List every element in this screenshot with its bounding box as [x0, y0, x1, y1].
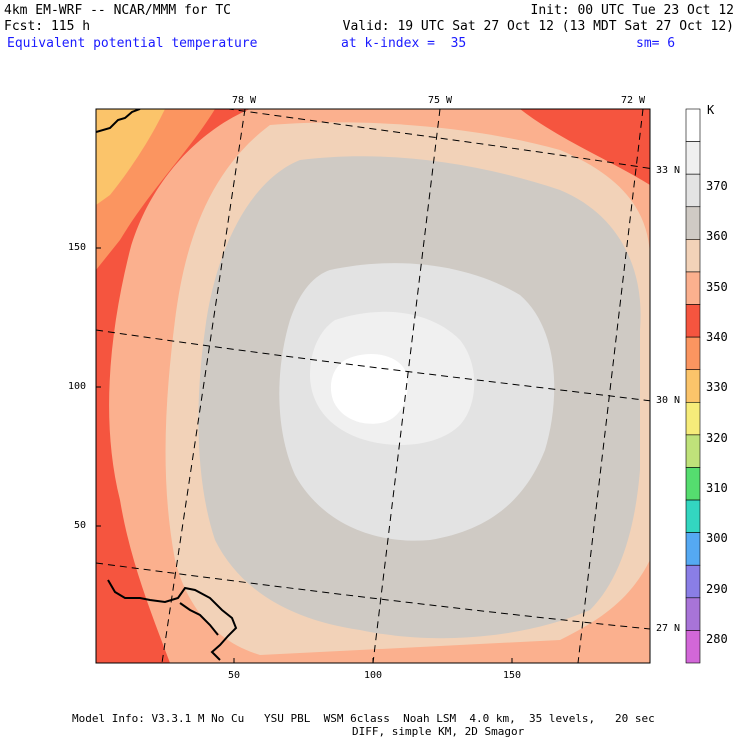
colorbar-label-310: 310: [706, 481, 728, 495]
colorbar-label-290: 290: [706, 582, 728, 596]
field-name: Equivalent potential temperature: [7, 36, 258, 51]
colorbar-box: [685, 630, 701, 664]
colorbar-box: [685, 369, 701, 403]
colorbar-box: [685, 564, 701, 599]
colorbar-box: [685, 499, 701, 533]
colorbar-box: [685, 467, 701, 501]
lat-label-33n: 33 N: [656, 165, 681, 176]
lon-label-72w: 72 W: [621, 95, 646, 106]
colorbar-label-280: 280: [706, 632, 728, 646]
forecast-hour: Fcst: 115 h: [4, 19, 91, 34]
colorbar-box: [685, 239, 701, 273]
y-tick-50: 50: [74, 520, 87, 531]
coastline-sw: [107, 579, 238, 661]
colorbar-unit: K: [707, 103, 715, 117]
meridian-72w: [577, 109, 644, 663]
lon-label-78w: 78 W: [232, 95, 257, 106]
meridian-78w: [161, 109, 246, 663]
y-tick-150: 150: [68, 242, 87, 253]
coastline-sw2: [179, 602, 219, 636]
colorbar-box: [685, 173, 701, 208]
model-info: Model Info: V3.3.1 M No Cu YSU PBL WSM 6…: [72, 712, 655, 725]
colorbar-box: [685, 304, 701, 338]
colorbar-label-370: 370: [706, 179, 728, 193]
colorbar-box: [685, 597, 701, 631]
colorbar-label-350: 350: [706, 280, 728, 294]
x-tick-50: 50: [228, 670, 241, 681]
lat-label-27n: 27 N: [656, 623, 681, 634]
colorbar-box: [685, 141, 701, 175]
valid-time: Valid: 19 UTC Sat 27 Oct 12 (13 MDT Sat …: [342, 19, 734, 34]
colorbar-label-330: 330: [706, 380, 728, 394]
level-info: at k-index = 35: [341, 36, 467, 51]
parallel-30n: [96, 329, 650, 402]
x-tick-100: 100: [364, 670, 383, 681]
colorbar-box: [685, 532, 701, 566]
field-eye: [330, 354, 408, 424]
colorbar-box: [685, 434, 701, 468]
y-tick-100: 100: [68, 381, 87, 392]
colorbar-label-320: 320: [706, 431, 728, 445]
lat-label-30n: 30 N: [656, 395, 681, 406]
init-time: Init: 00 UTC Tue 23 Oct 12: [530, 3, 735, 18]
colorbar-box: [685, 271, 701, 305]
smoothing-info: sm= 6: [636, 36, 676, 51]
coastline-nw: [96, 109, 141, 133]
field-340-ne: [520, 109, 650, 185]
field-320: [96, 109, 165, 205]
colorbar-box: [685, 336, 701, 371]
parallel-33n: [225, 109, 650, 169]
x-tick-150: 150: [503, 670, 522, 681]
colorbar-label-360: 360: [706, 229, 728, 243]
colorbar-label-340: 340: [706, 330, 728, 344]
meridian-75w: [372, 109, 441, 663]
colorbar-box: [685, 401, 701, 436]
colorbar-box: [685, 108, 701, 142]
parallel-27n: [96, 562, 650, 630]
lon-label-75w: 75 W: [428, 95, 453, 106]
colorbar-label-300: 300: [706, 531, 728, 545]
model-title: 4km EM-WRF -- NCAR/MMM for TC: [4, 3, 231, 18]
colorbar-box: [685, 206, 701, 240]
model-info-2: DIFF, simple KM, 2D Smagor: [352, 725, 525, 738]
